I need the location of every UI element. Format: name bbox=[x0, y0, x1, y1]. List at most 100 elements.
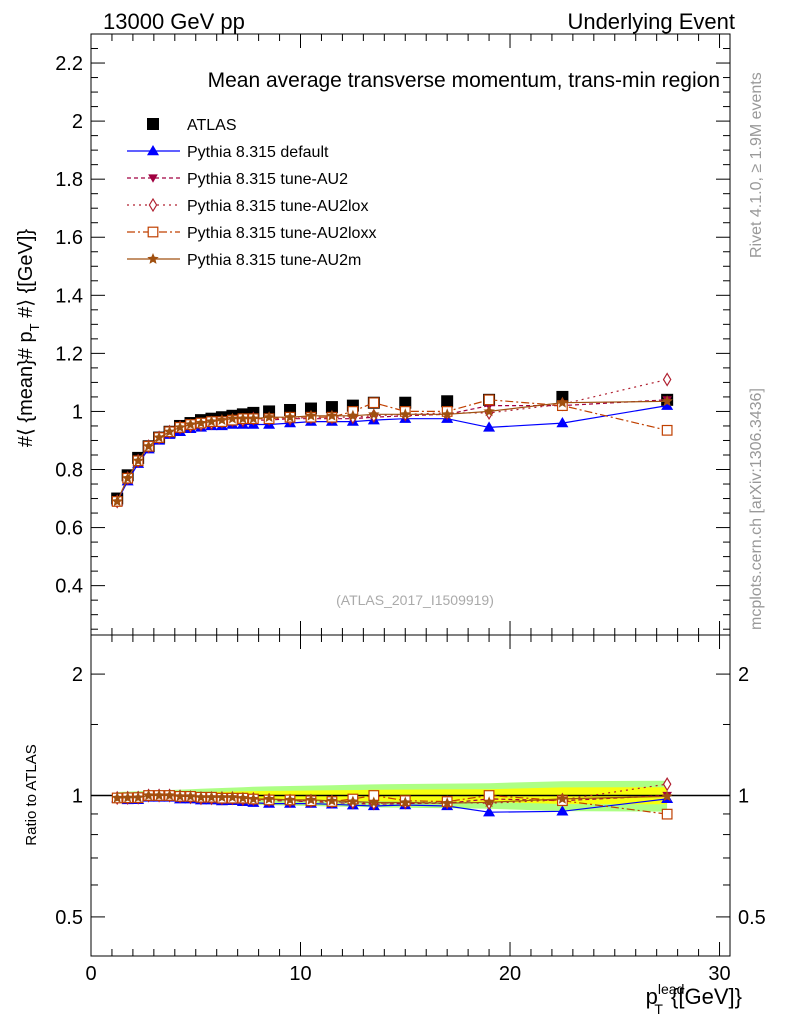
main-ytick-label: 1 bbox=[72, 401, 83, 423]
data-point-au2m bbox=[132, 454, 144, 466]
main-ylabel-sub: T bbox=[27, 323, 42, 331]
ratio-point-au2m bbox=[347, 795, 359, 807]
data-point-au2m bbox=[216, 414, 228, 425]
legend-label: ATLAS bbox=[187, 117, 237, 134]
main-ytick-label: 1.8 bbox=[55, 169, 83, 191]
main-ylabel-post: #⟩ {[GeV]} bbox=[15, 229, 37, 324]
x-axis-label-sub: T bbox=[654, 1001, 663, 1017]
ratio-point-au2m bbox=[174, 790, 186, 802]
ratio-point-au2m bbox=[226, 791, 239, 803]
data-point-au2m bbox=[153, 431, 165, 443]
ratio-point-au2m bbox=[237, 792, 249, 803]
ratio-point-au2m bbox=[556, 792, 569, 804]
ratio-point-au2loxx bbox=[661, 808, 673, 820]
xtick-label: 10 bbox=[289, 963, 311, 985]
main-x-axis bbox=[90, 34, 721, 635]
main-ytick-label: 1.2 bbox=[55, 343, 83, 365]
main-ytick-label: 0.4 bbox=[55, 576, 83, 598]
legend-label: Pythia 8.315 tune-AU2lox bbox=[187, 198, 368, 215]
ratio-ylabel: Ratio to ATLAS bbox=[23, 744, 40, 845]
ratio-point-au2m bbox=[661, 790, 673, 802]
legend-item-default: Pythia 8.315 default bbox=[127, 144, 329, 161]
legend-item-au2: Pythia 8.315 tune-AU2 bbox=[127, 171, 348, 188]
header-left: 13000 GeV pp bbox=[103, 9, 245, 34]
main-panel: Mean average transverse momentum, trans-… bbox=[15, 33, 731, 636]
main-ytick-label: 1.6 bbox=[55, 227, 83, 249]
main-ytick-label: 2 bbox=[72, 111, 83, 133]
ratio-point-au2m bbox=[368, 796, 380, 808]
xtick-label: 30 bbox=[708, 963, 730, 985]
legend-label: Pythia 8.315 tune-AU2 bbox=[187, 171, 348, 188]
legend-item-au2lox: Pythia 8.315 tune-AU2lox bbox=[127, 197, 368, 215]
ratio-point-au2m bbox=[142, 789, 155, 801]
x-axis-label-post: {[GeV]} bbox=[665, 984, 742, 1009]
data-point-au2m bbox=[111, 495, 123, 507]
ratio-ytick-label: 0.5 bbox=[55, 907, 83, 929]
data-point-au2m bbox=[163, 425, 176, 437]
ratio-point-au2m bbox=[132, 791, 144, 803]
legend-label: Pythia 8.315 tune-AU2m bbox=[187, 252, 361, 269]
legend-marker bbox=[147, 118, 159, 130]
data-point-au2m bbox=[226, 412, 239, 424]
main-ylabel-pre: #⟨ {mean}# p bbox=[15, 331, 37, 447]
ratio-point-au2lox bbox=[662, 776, 672, 792]
data-point-atlas bbox=[399, 396, 412, 409]
ratio-point-au2m bbox=[195, 791, 207, 803]
data-point-au2m bbox=[347, 409, 359, 421]
legend-marker bbox=[148, 174, 158, 183]
data-point-au2loxx bbox=[483, 394, 495, 406]
legend-item-au2m: Pythia 8.315 tune-AU2m bbox=[127, 252, 361, 269]
ratio-x-axis: 0 10 20 30 bbox=[85, 635, 731, 985]
data-point-au2lox bbox=[662, 372, 672, 387]
legend-marker bbox=[147, 226, 159, 238]
xtick-label: 0 bbox=[85, 963, 96, 985]
main-title: Mean average transverse momentum, trans-… bbox=[208, 69, 720, 92]
series-au2 bbox=[112, 396, 672, 507]
legend-label: Pythia 8.315 default bbox=[187, 144, 329, 161]
data-point-au2m bbox=[368, 408, 380, 420]
data-point-au2m bbox=[237, 412, 249, 424]
ratio-ytick-label-right: 2 bbox=[738, 664, 749, 686]
ratio-ytick-label: 1 bbox=[72, 786, 83, 808]
ratio-point-au2m bbox=[263, 793, 275, 804]
legend-marker bbox=[148, 197, 158, 213]
data-point-default bbox=[556, 417, 569, 428]
data-point-au2loxx bbox=[661, 424, 673, 436]
xtick-label: 20 bbox=[499, 963, 521, 985]
ratio-point-au2m bbox=[441, 797, 453, 809]
ratio-point-au2m bbox=[284, 793, 296, 805]
watermark: (ATLAS_2017_I1509919) bbox=[336, 592, 494, 608]
ratio-point-au2m bbox=[184, 790, 197, 802]
legend: ATLAS Pythia 8.315 default Pythia 8.315 tu… bbox=[127, 117, 376, 269]
data-point-au2m bbox=[326, 409, 338, 421]
data-point-au2loxx bbox=[368, 397, 380, 409]
ratio-point-au2m bbox=[216, 791, 228, 803]
header-right: Underlying Event bbox=[567, 9, 735, 34]
data-point-atlas bbox=[325, 401, 338, 414]
ratio-point-au2m bbox=[163, 789, 176, 801]
x-axis-label-main: p bbox=[646, 984, 658, 1009]
ratio-point-au2m bbox=[205, 791, 218, 803]
side-label-top: Rivet 4.1.0, ≥ 1.9M events bbox=[748, 72, 765, 258]
data-point-default bbox=[483, 421, 496, 432]
data-point-default bbox=[661, 399, 674, 410]
data-point-au2m bbox=[399, 408, 411, 420]
ratio-point-au2m bbox=[111, 792, 123, 803]
data-point-au2m bbox=[184, 418, 197, 430]
ratio-point-au2m bbox=[483, 796, 495, 808]
main-ytick-label: 2.2 bbox=[55, 53, 83, 75]
ratio-point-au2m bbox=[399, 796, 411, 808]
ratio-point-au2m bbox=[247, 793, 260, 804]
data-point-au2m bbox=[556, 396, 569, 408]
series-au2loxx bbox=[111, 394, 673, 507]
legend-item-atlas: ATLAS bbox=[147, 117, 237, 134]
ratio-point-au2m bbox=[305, 793, 317, 805]
legend-item-au2loxx: Pythia 8.315 tune-AU2loxx bbox=[127, 225, 376, 242]
data-point-au2m bbox=[661, 395, 673, 407]
ratio-point-default bbox=[556, 805, 569, 816]
side-label-bottom: mcplots.cern.ch [arXiv:1306.3436] bbox=[748, 388, 765, 630]
data-point-au2m bbox=[174, 421, 186, 433]
series-au2lox bbox=[112, 372, 672, 509]
data-point-au2m bbox=[122, 472, 134, 484]
